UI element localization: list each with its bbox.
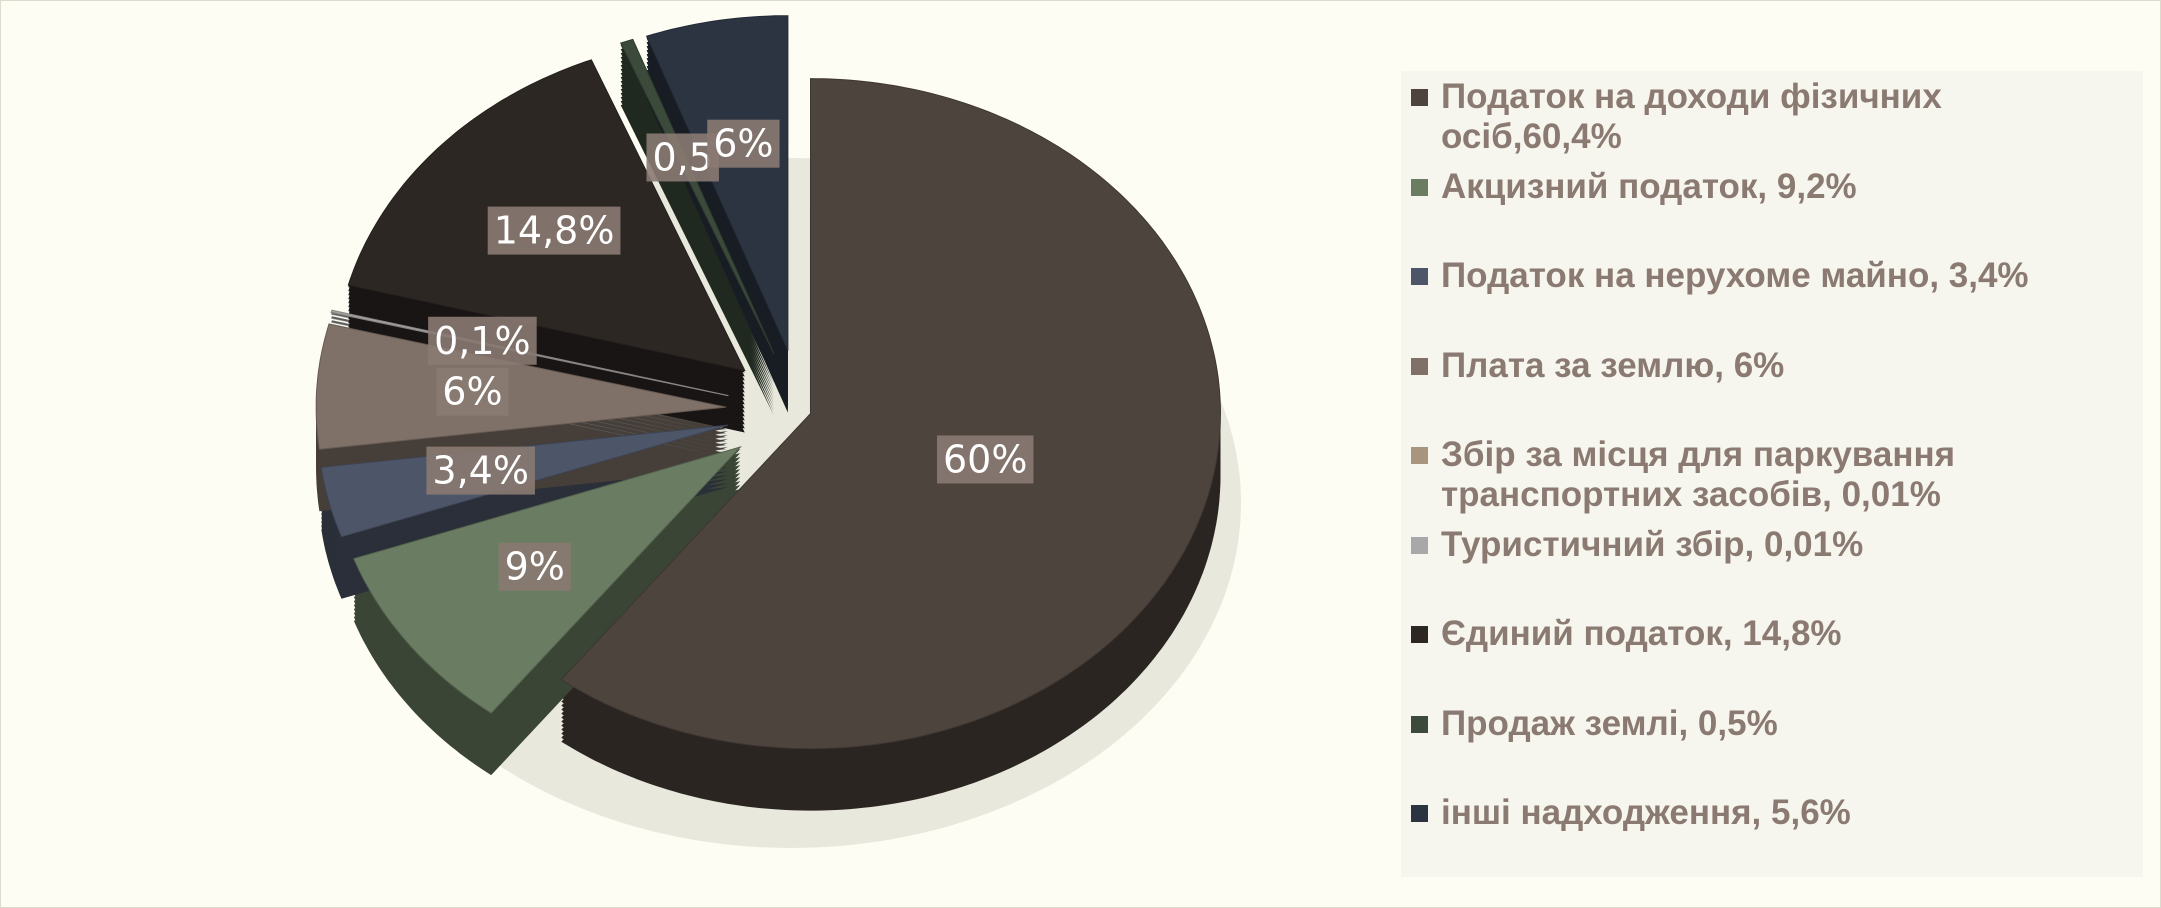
data-label-bg — [436, 367, 509, 416]
legend-label: Плата за землю, 6% — [1441, 345, 1785, 385]
legend-label: Туристичний збір, 0,01% — [1441, 524, 1864, 564]
legend-swatch — [1411, 268, 1428, 285]
legend-swatch — [1411, 715, 1428, 733]
data-label: 0,5 — [652, 135, 712, 179]
pie-area: 60%9%3,4%6%0,1%14,8%0,5 6% — [315, 15, 1241, 848]
legend-item: Збір за місця для паркування транспортни… — [1411, 435, 2131, 515]
legend-label: Продаж землі, 0,5% — [1441, 703, 1778, 743]
data-label: 14,8% — [494, 209, 615, 253]
slice — [315, 323, 727, 450]
legend-swatch — [1411, 357, 1428, 375]
data-label-bg — [936, 435, 1034, 484]
data-label-bg — [487, 206, 621, 255]
data-label-bg — [428, 316, 537, 365]
legend-item: Податок на доходи фізичних осіб,60,4% — [1411, 77, 2131, 157]
legend-item: Плата за землю, 6% — [1411, 345, 2131, 386]
data-label-bg — [498, 542, 571, 591]
legend-label: Збір за місця для паркування транспортни… — [1441, 435, 1956, 514]
data-label: 3,4% — [432, 449, 529, 493]
legend-label: Податок на нерухоме майно, 3,4% — [1441, 256, 2029, 295]
data-label-bg — [707, 119, 780, 168]
legend-swatch — [1411, 536, 1428, 554]
legend-item: інші надходження, 5,6% — [1411, 793, 2131, 833]
legend-swatch — [1411, 447, 1428, 464]
legend-item: Єдиний податок, 14,8% — [1411, 614, 2131, 654]
legend-label: інші надходження, 5,6% — [1441, 793, 1851, 832]
legend-label: Податок на доходи фізичних осіб,60,4% — [1441, 77, 1942, 156]
data-label: 9% — [505, 545, 565, 589]
data-label: 0,1% — [434, 319, 531, 363]
legend-swatch — [1411, 626, 1428, 643]
data-label-bg — [646, 133, 719, 182]
data-label-bg — [426, 446, 535, 495]
legend: Податок на доходи фізичних осіб,60,4% Акц… — [1401, 71, 2143, 877]
legend-label: Єдиний податок, 14,8% — [1441, 614, 1842, 653]
legend-swatch — [1411, 805, 1428, 822]
legend-item: Акцизний податок, 9,2% — [1411, 166, 2131, 207]
data-label: 6% — [713, 122, 773, 166]
data-label: 6% — [442, 370, 502, 414]
data-label: 60% — [943, 437, 1027, 481]
legend-item: Туристичний збір, 0,01% — [1411, 524, 2131, 565]
legend-swatch — [1411, 89, 1428, 106]
slice — [645, 15, 789, 351]
legend-label: Акцизний податок, 9,2% — [1441, 166, 1857, 206]
legend-swatch — [1411, 178, 1428, 196]
slice — [560, 78, 1222, 750]
legend-item: Податок на нерухоме майно, 3,4% — [1411, 256, 2131, 296]
legend-item: Продаж землі, 0,5% — [1411, 703, 2131, 744]
